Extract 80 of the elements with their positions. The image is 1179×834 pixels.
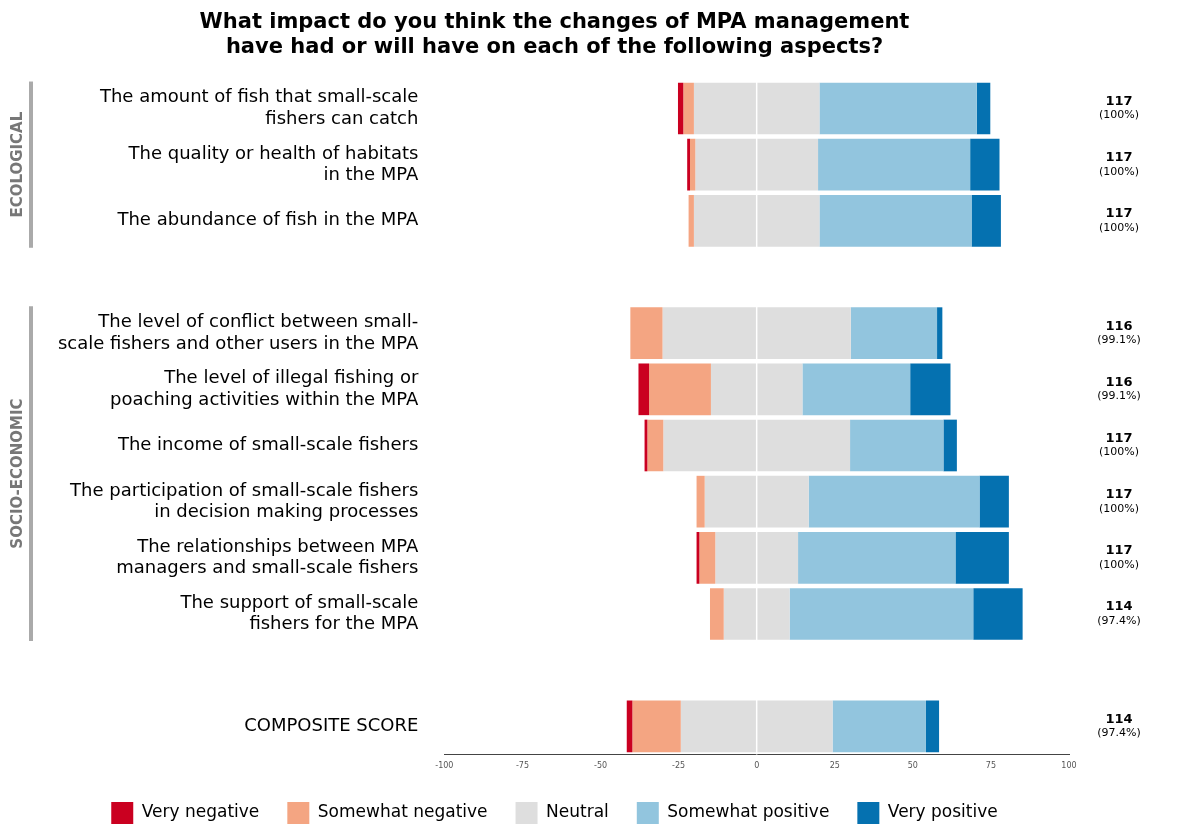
bar <box>802 363 911 416</box>
y-tick-label: The level of conflict between small- scale fishers and other users in the MPA <box>57 310 420 353</box>
y-tick-label: The abundance of fish in the MPA <box>116 208 420 230</box>
bar <box>850 419 944 472</box>
bar <box>704 475 809 528</box>
text: 114 (97.4%) <box>1097 710 1141 740</box>
y-tick-label: The support of small-scale fishers for the MPA <box>179 590 420 634</box>
legend-label: Very positive <box>887 801 998 822</box>
bar <box>683 82 694 135</box>
bar <box>937 307 943 359</box>
bar <box>973 588 1023 640</box>
y-tick-label: The level of illegal fishing or poaching activities within the MPA <box>110 366 420 409</box>
text: SOCIO-ECONOMIC <box>7 398 26 549</box>
y-tick-label: The quality or health of habitats in the MPA <box>127 141 420 185</box>
x-tick-label: -50 <box>593 761 608 771</box>
bar <box>832 700 926 753</box>
bar <box>693 82 820 135</box>
bar <box>709 588 724 640</box>
x-tick-label: 50 <box>907 761 918 771</box>
legend-label: Somewhat positive <box>667 801 830 822</box>
bar <box>970 138 1000 191</box>
chart-title: What impact do you think the changes of MPA management have had or will have on each of the following aspects? <box>199 9 910 59</box>
text: 117 (100%) <box>1098 149 1140 178</box>
bar <box>850 307 938 359</box>
bar <box>710 363 803 416</box>
x-tick-label: 100 <box>1061 761 1077 771</box>
bar <box>680 700 833 753</box>
x-tick-label: -75 <box>515 761 529 771</box>
bar <box>979 475 1009 528</box>
y-tick-label: The relationships between MPA managers and small-scale fishers <box>116 534 420 578</box>
x-tick-label: -25 <box>672 761 686 771</box>
y-tick-label: The participation of small-scale fishers in decision making processes <box>69 478 419 522</box>
bar <box>699 531 716 584</box>
bar <box>663 419 851 472</box>
bar <box>693 194 820 247</box>
bar <box>690 138 696 191</box>
bar <box>723 588 790 640</box>
y-tick-label: The income of small-scale fishers <box>116 433 419 455</box>
bar <box>696 475 705 528</box>
bar <box>789 588 974 640</box>
bar <box>819 194 972 247</box>
text: 117 (100%) <box>1098 205 1140 234</box>
bar <box>798 531 956 584</box>
bar <box>632 700 681 753</box>
bar <box>630 307 663 359</box>
x-tick-label: 25 <box>829 761 840 771</box>
bar <box>638 363 650 416</box>
bar <box>662 307 851 359</box>
bar <box>819 82 977 135</box>
x-tick-label: 75 <box>985 761 997 771</box>
x-tick-label: 0 <box>754 761 760 771</box>
text: ECOLOGICAL <box>7 111 26 218</box>
bar <box>818 138 971 191</box>
bar <box>677 82 684 135</box>
y-tick-label: COMPOSITE SCORE <box>244 713 419 735</box>
bar <box>925 700 940 753</box>
text: 117 (100%) <box>1098 542 1140 571</box>
bar <box>955 531 1009 584</box>
text: 116 (99.1%) <box>1097 317 1141 347</box>
text: 114 (97.4%) <box>1097 598 1141 627</box>
x-tick-label: -100 <box>435 761 454 771</box>
text: 116 (99.1%) <box>1097 373 1141 403</box>
bar <box>688 194 694 247</box>
bar <box>695 138 819 191</box>
bar <box>808 475 980 528</box>
text: 117 (100%) <box>1098 92 1140 122</box>
bar <box>971 194 1001 247</box>
bar <box>649 363 711 416</box>
text: 117 (100%) <box>1098 486 1140 515</box>
legend-label: Very negative <box>141 801 260 822</box>
y-tick-label: The amount of fish that small-scale fishers can catch <box>98 85 419 128</box>
bar <box>715 531 799 584</box>
legend-label: Somewhat negative <box>317 801 488 822</box>
bar <box>647 419 664 472</box>
bar <box>910 363 951 416</box>
bar <box>976 82 991 135</box>
bar <box>687 138 690 191</box>
bar <box>943 419 957 472</box>
text: 117 (100%) <box>1098 429 1140 459</box>
legend-label: Neutral <box>546 801 609 822</box>
